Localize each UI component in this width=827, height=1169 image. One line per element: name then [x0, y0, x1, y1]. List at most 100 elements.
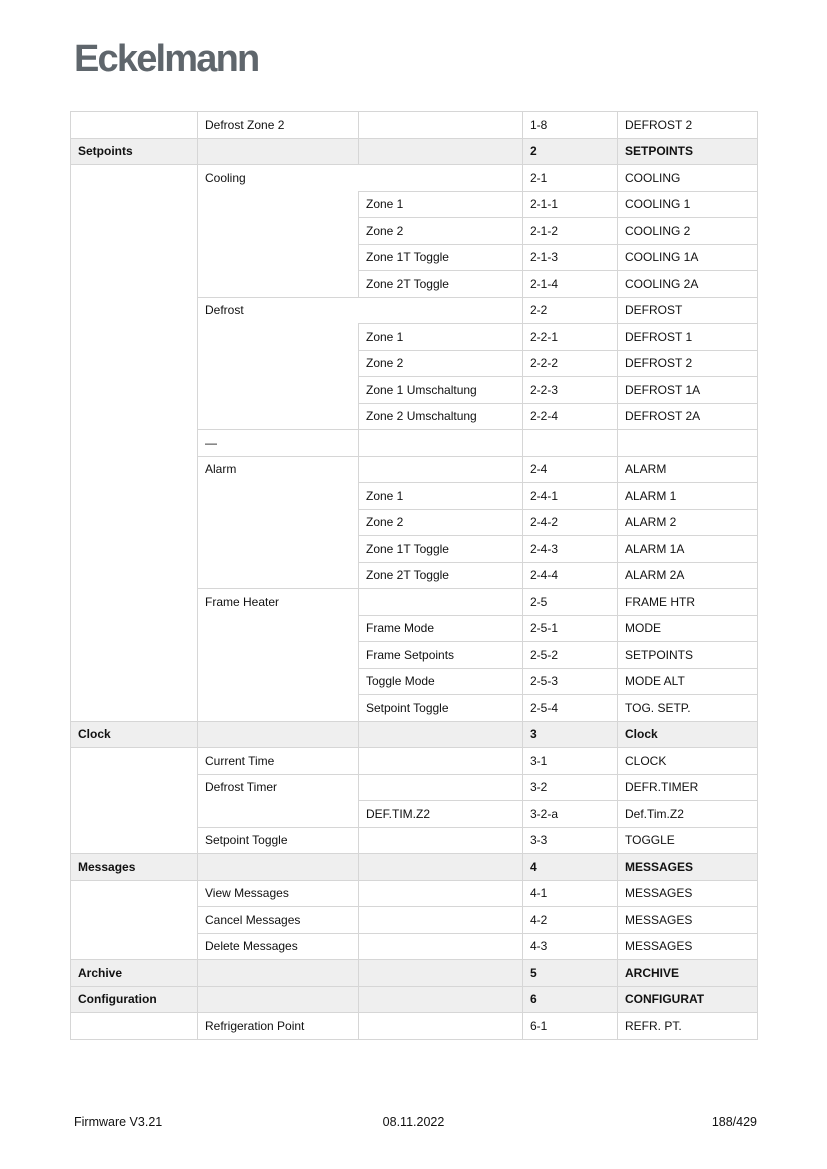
table-cell: 3-2-a: [522, 800, 618, 828]
table-row: Zone 2T Toggle 2-1-4 COOLING 2A: [71, 270, 758, 298]
table-cell: 3: [522, 720, 618, 748]
table-cell: Frame Setpoints: [358, 641, 523, 669]
table-cell: 2-1-1: [522, 190, 618, 218]
table-cell-empty: [358, 1012, 523, 1040]
table-cell: 3-3: [522, 826, 618, 854]
table-row: Frame Mode 2-5-1 MODE: [71, 614, 758, 642]
footer-firmware-version: Firmware V3.21: [74, 1115, 163, 1129]
table-cell: COOLING 2: [617, 217, 758, 245]
table-cell-empty: [197, 853, 359, 881]
table-cell: Zone 2 Umschaltung: [358, 402, 523, 430]
table-cell: 6-1: [522, 1012, 618, 1040]
table-cell: Setpoints: [70, 137, 198, 165]
table-cell-empty: [70, 747, 198, 854]
table-cell-empty: [358, 826, 523, 854]
table-cell: MODE: [617, 614, 758, 642]
table-cell: 2-5-4: [522, 694, 618, 722]
table-cell: 2-1-2: [522, 217, 618, 245]
table-row: Defrost Timer 3-2 DEFR.TIMER: [71, 773, 758, 828]
table-row: Archive 5 ARCHIVE: [70, 959, 758, 987]
table-cell: 4-1: [522, 879, 618, 907]
table-cell-empty: [70, 879, 198, 960]
table-cell: ALARM: [617, 455, 758, 483]
table-cell: Def.Tim.Z2: [617, 800, 758, 828]
table-cell: MESSAGES: [617, 879, 758, 907]
table-cell-empty: [358, 588, 523, 616]
table-cell-empty: [70, 1012, 198, 1040]
table-cell: MESSAGES: [617, 906, 758, 934]
footer-date: 08.11.2022: [382, 1115, 445, 1129]
table-cell: 2-4-1: [522, 482, 618, 510]
table-row: Current Time 3-1 CLOCK: [70, 747, 758, 854]
table-row: Zone 2T Toggle 2-4-4 ALARM 2A: [71, 561, 758, 589]
table-cell: Setpoint Toggle: [197, 826, 359, 854]
table-cell: DEFROST 2: [617, 111, 758, 139]
table-row: Zone 1 2-2-1 DEFROST 1: [71, 323, 758, 351]
table-cell: COOLING 1: [617, 190, 758, 218]
table-cell: Defrost Timer: [197, 773, 359, 828]
table-cell: —: [197, 429, 359, 457]
table-cell: DEFR.TIMER: [617, 773, 758, 801]
table-cell: MESSAGES: [617, 853, 758, 881]
table-row: Configuration 6 CONFIGURAT: [70, 985, 758, 1013]
table-row: Zone 1 Umschaltung 2-2-3 DEFROST 1A: [71, 376, 758, 404]
table-cell-empty: [358, 429, 523, 457]
table-cell-empty: [358, 455, 523, 483]
table-cell-empty: [358, 296, 523, 324]
table-cell: Zone 2T Toggle: [358, 270, 523, 298]
table-cell: 2-5: [522, 588, 618, 616]
table-cell: DEFROST 1: [617, 323, 758, 351]
table-cell: MESSAGES: [617, 932, 758, 960]
table-cell: Clock: [70, 720, 198, 748]
table-cell: COOLING: [617, 164, 758, 192]
table-cell: Configuration: [70, 985, 198, 1013]
table-cell-empty: [358, 137, 523, 165]
table-cell: Zone 2: [358, 508, 523, 536]
table-row: Zone 1T Toggle 2-1-3 COOLING 1A: [71, 243, 758, 271]
table-cell-empty: [358, 906, 523, 934]
table-cell: Zone 1T Toggle: [358, 243, 523, 271]
table-cell: Clock: [617, 720, 758, 748]
table-cell: Defrost Zone 2: [197, 111, 359, 139]
table-row: Frame Setpoints 2-5-2 SETPOINTS: [71, 641, 758, 669]
table-cell: ALARM 2A: [617, 561, 758, 589]
table-cell-empty: [197, 985, 359, 1013]
table-row: Defrost 2-2 DEFROST: [71, 296, 758, 430]
table-cell: 2-2-3: [522, 376, 618, 404]
table-cell: Toggle Mode: [358, 667, 523, 695]
table-cell: Refrigeration Point: [197, 1012, 359, 1040]
table-row: Defrost Zone 2 1-8 DEFROST 2: [70, 111, 758, 139]
table-cell-empty: [358, 853, 523, 881]
table-cell: 2-5-2: [522, 641, 618, 669]
table-cell-empty: [358, 164, 523, 192]
table-cell-empty: [70, 164, 198, 722]
table-cell-empty: [358, 720, 523, 748]
table-cell-empty: [197, 720, 359, 748]
table-cell-empty: [358, 879, 523, 907]
table-cell: DEFROST: [617, 296, 758, 324]
table-cell-empty: [358, 959, 523, 987]
table-cell: ALARM 1: [617, 482, 758, 510]
table-cell: 4-3: [522, 932, 618, 960]
table-cell: Frame Heater: [197, 588, 359, 722]
table-cell: Zone 1: [358, 190, 523, 218]
table-cell: MODE ALT: [617, 667, 758, 695]
table-cell: 1-8: [522, 111, 618, 139]
table-cell: 2-4: [522, 455, 618, 483]
table-cell: 2-4-2: [522, 508, 618, 536]
table-row: View Messages 4-1 MESSAGES: [70, 879, 758, 960]
table-cell: Frame Mode: [358, 614, 523, 642]
table-cell: COOLING 1A: [617, 243, 758, 271]
table-cell: 2-4-4: [522, 561, 618, 589]
table-cell: 2-2-1: [522, 323, 618, 351]
table-cell: Zone 1: [358, 482, 523, 510]
table-cell: ALARM 1A: [617, 535, 758, 563]
table-cell: Cooling: [197, 164, 359, 298]
table-cell-empty: [197, 959, 359, 987]
table-cell: Zone 1T Toggle: [358, 535, 523, 563]
table-cell: 2-5-1: [522, 614, 618, 642]
company-logo: Eckelmann: [74, 38, 260, 80]
table-cell-empty: [522, 429, 618, 457]
table-cell: COOLING 2A: [617, 270, 758, 298]
table-cell-empty: [197, 137, 359, 165]
